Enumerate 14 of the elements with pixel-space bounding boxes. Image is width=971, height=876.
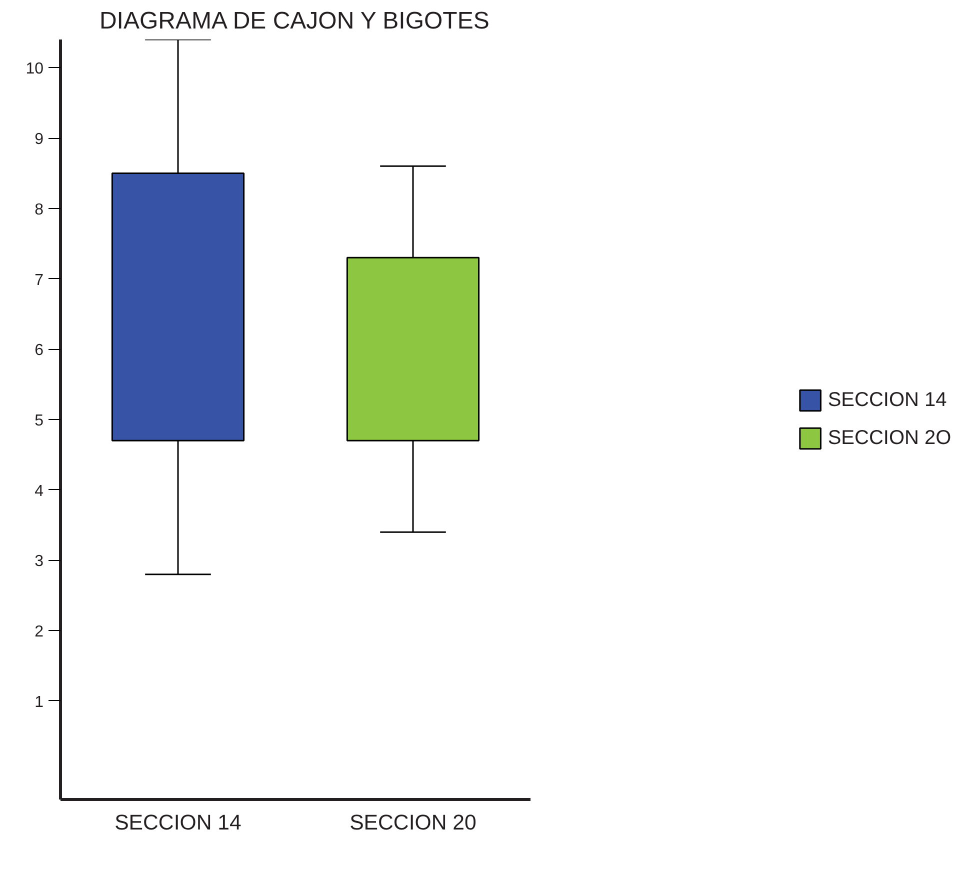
y-tick-label: 6 xyxy=(34,342,44,360)
y-tick-label: 10 xyxy=(26,60,44,78)
legend-label: SECCION 14 xyxy=(828,388,947,412)
legend-label: SECCION 2O xyxy=(828,426,952,450)
y-tick-label: 2 xyxy=(34,624,44,641)
chart-title: DIAGRAMA DE CAJON Y BIGOTES xyxy=(99,8,490,34)
y-tick-label: 8 xyxy=(34,201,44,218)
y-tick-label: 4 xyxy=(34,482,44,500)
y-tick-label: 3 xyxy=(34,553,44,570)
y-tick-label: 9 xyxy=(34,131,44,148)
x-tick-label: SECCION 20 xyxy=(350,810,477,834)
y-tick-label: 7 xyxy=(34,272,44,289)
y-tick-label: 5 xyxy=(34,412,44,430)
y-tick-label: 1 xyxy=(34,694,44,711)
